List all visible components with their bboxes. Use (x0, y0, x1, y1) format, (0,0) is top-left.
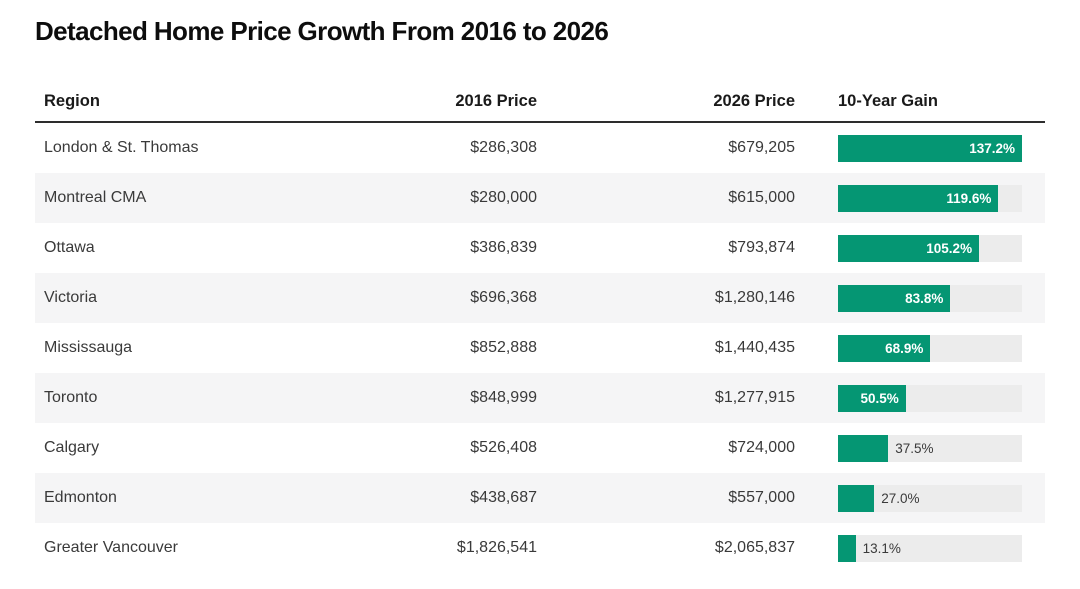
region-cell: Mississauga (44, 339, 133, 356)
region-cell: Toronto (44, 389, 98, 406)
gain-cell: 119.6% (838, 184, 1045, 212)
gain-bar-track: 83.8% (838, 284, 1022, 312)
gain-value-label: 13.1% (862, 540, 901, 556)
gain-bar-track: 137.2% (838, 134, 1022, 162)
header-region: Region (44, 91, 100, 110)
gain-bar: 119.6% (838, 184, 999, 212)
price-2026-cell: $1,280,146 (714, 289, 795, 306)
table-header-row: Region 2016 Price 2026 Price 10-Year Gai… (35, 81, 1045, 123)
gain-value-label: 137.2% (969, 140, 1015, 156)
gain-cell: 50.5% (838, 384, 1045, 412)
region-cell: Victoria (44, 289, 98, 306)
price-2016-cell: $280,000 (470, 189, 537, 206)
gain-cell: 105.2% (838, 234, 1045, 262)
region-cell: Montreal CMA (44, 189, 147, 206)
gain-value-label: 68.9% (885, 340, 924, 356)
gain-cell: 137.2% (838, 134, 1045, 162)
table-row: London & St. Thomas $286,308 $679,205 13… (35, 123, 1045, 173)
gain-value-label: 105.2% (926, 240, 973, 256)
price-2016-cell: $852,888 (470, 339, 537, 356)
price-2016-cell: $386,839 (470, 239, 537, 256)
price-2026-cell: $615,000 (728, 189, 795, 206)
gain-value-label: 50.5% (860, 390, 899, 406)
gain-cell: 37.5% (838, 434, 1045, 462)
gain-bar-track: 50.5% (838, 384, 1022, 412)
gain-cell: 27.0% (838, 484, 1045, 512)
page-title: Detached Home Price Growth From 2016 to … (35, 16, 609, 46)
gain-value-label: 27.0% (881, 490, 920, 506)
gain-bar-track: 27.0% (838, 484, 1022, 512)
region-cell: Ottawa (44, 239, 95, 256)
table-row: Victoria $696,368 $1,280,146 83.8% (35, 273, 1045, 323)
region-cell: Greater Vancouver (44, 539, 178, 556)
price-2026-cell: $793,874 (728, 239, 795, 256)
price-2026-cell: $557,000 (728, 489, 795, 506)
gain-cell: 83.8% (838, 284, 1045, 312)
table-row: Montreal CMA $280,000 $615,000 119.6% (35, 173, 1045, 223)
gain-cell: 13.1% (838, 534, 1045, 562)
price-2016-cell: $848,999 (470, 389, 537, 406)
region-cell: Edmonton (44, 489, 117, 506)
gain-cell: 68.9% (838, 334, 1045, 362)
price-2026-cell: $1,440,435 (714, 339, 795, 356)
gain-bar-track: 68.9% (838, 334, 1022, 362)
price-2016-cell: $526,408 (470, 439, 537, 456)
header-2026-price: 2026 Price (713, 91, 795, 110)
table-row: Mississauga $852,888 $1,440,435 68.9% (35, 323, 1045, 373)
price-2026-cell: $679,205 (728, 139, 795, 156)
gain-bar (838, 434, 889, 462)
gain-bar: 68.9% (838, 334, 931, 362)
gain-bar: 105.2% (838, 234, 980, 262)
header-10-year-gain: 10-Year Gain (838, 91, 938, 110)
gain-value-label: 83.8% (905, 290, 944, 306)
gain-bar-track: 37.5% (838, 434, 1022, 462)
region-cell: London & St. Thomas (44, 139, 199, 156)
gain-bar (838, 484, 875, 512)
table-row: Calgary $526,408 $724,000 37.5% (35, 423, 1045, 473)
price-growth-table: Region 2016 Price 2026 Price 10-Year Gai… (35, 81, 1045, 573)
gain-value-label: 119.6% (946, 190, 992, 206)
price-2026-cell: $724,000 (728, 439, 795, 456)
gain-bar: 83.8% (838, 284, 951, 312)
gain-bar-track: 13.1% (838, 534, 1022, 562)
region-cell: Calgary (44, 439, 100, 456)
gain-bar-track: 119.6% (838, 184, 1022, 212)
price-2026-cell: $2,065,837 (714, 539, 795, 556)
price-2016-cell: $438,687 (470, 489, 537, 506)
header-2016-price: 2016 Price (455, 91, 537, 110)
price-2016-cell: $286,308 (470, 139, 537, 156)
table-row: Ottawa $386,839 $793,874 105.2% (35, 223, 1045, 273)
price-2016-cell: $696,368 (470, 289, 537, 306)
table-row: Greater Vancouver $1,826,541 $2,065,837 … (35, 523, 1045, 573)
price-2026-cell: $1,277,915 (714, 389, 795, 406)
price-2016-cell: $1,826,541 (456, 539, 537, 556)
gain-bar (838, 534, 856, 562)
table-body: London & St. Thomas $286,308 $679,205 13… (35, 123, 1045, 573)
gain-bar-track: 105.2% (838, 234, 1022, 262)
gain-value-label: 37.5% (895, 440, 934, 456)
table-row: Edmonton $438,687 $557,000 27.0% (35, 473, 1045, 523)
table-row: Toronto $848,999 $1,277,915 50.5% (35, 373, 1045, 423)
gain-bar: 137.2% (838, 134, 1022, 162)
gain-bar: 50.5% (838, 384, 906, 412)
